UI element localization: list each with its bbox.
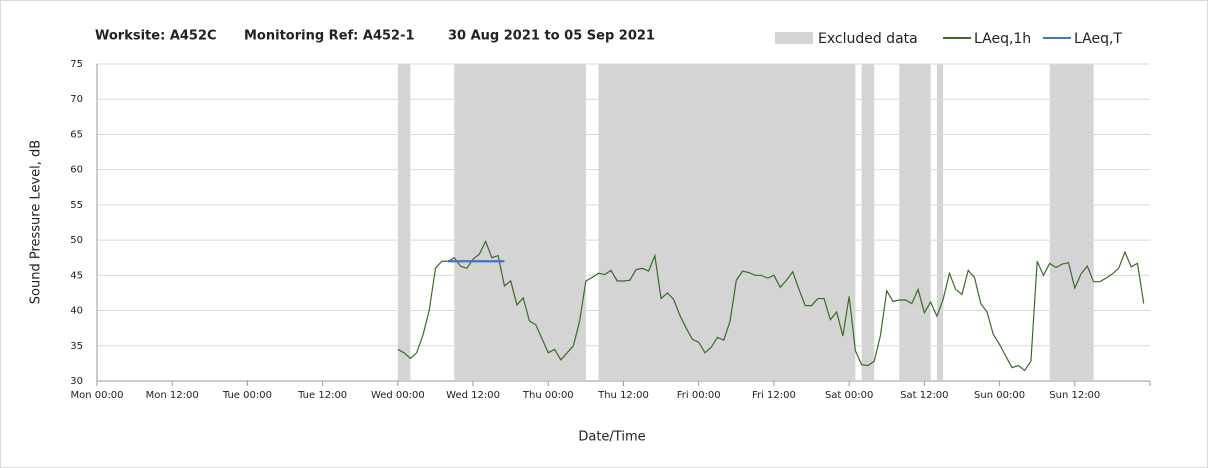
x-tick-label: Sun 12:00 xyxy=(1049,390,1100,401)
x-tick-label: Wed 00:00 xyxy=(371,390,425,401)
y-tick-label: 55 xyxy=(70,200,83,211)
x-axis-label: Date/Time xyxy=(578,430,645,445)
y-tick-label: 60 xyxy=(70,165,83,176)
x-tick-label: Sat 00:00 xyxy=(825,390,873,401)
series-line xyxy=(397,240,1145,372)
title-worksite: Worksite: A452C xyxy=(95,29,217,44)
y-axis-label: Sound Pressure Level, dB xyxy=(29,140,44,304)
x-tick-label: Sat 12:00 xyxy=(900,390,948,401)
x-tick-label: Mon 12:00 xyxy=(146,390,199,401)
title-monitoring-ref: Monitoring Ref: A452-1 xyxy=(244,29,415,44)
excluded-band xyxy=(899,64,931,380)
excluded-band xyxy=(454,64,586,380)
x-tick-label: Tue 00:00 xyxy=(222,390,272,401)
x-tick-label: Thu 12:00 xyxy=(597,390,649,401)
y-tick-label: 35 xyxy=(70,341,83,352)
y-tick-label: 40 xyxy=(70,306,83,317)
y-tick-label: 50 xyxy=(70,235,83,246)
x-tick-label: Mon 00:00 xyxy=(70,390,123,401)
legend-label: LAeq,T xyxy=(1074,31,1122,47)
excluded-band xyxy=(397,64,411,380)
excluded-band xyxy=(1049,64,1094,380)
y-tick-label: 70 xyxy=(70,94,83,105)
y-tick-label: 30 xyxy=(70,376,83,387)
x-tick-label: Tue 12:00 xyxy=(297,390,347,401)
excluded-band xyxy=(598,64,856,380)
y-tick-label: 75 xyxy=(70,59,83,70)
excluded-band xyxy=(936,64,944,380)
legend-label: Excluded data xyxy=(818,31,918,47)
x-tick-label: Thu 00:00 xyxy=(522,390,574,401)
x-tick-label: Wed 12:00 xyxy=(446,390,500,401)
x-tick-label: Fri 12:00 xyxy=(752,390,796,401)
title-date-range: 30 Aug 2021 to 05 Sep 2021 xyxy=(448,29,655,44)
x-tick-label: Sun 00:00 xyxy=(974,390,1025,401)
legend-swatch xyxy=(775,32,813,44)
excluded-band xyxy=(861,64,875,380)
y-tick-label: 65 xyxy=(70,129,83,140)
legend-label: LAeq,1h xyxy=(974,31,1031,47)
x-tick-label: Fri 00:00 xyxy=(677,390,721,401)
y-tick-label: 45 xyxy=(70,270,83,281)
